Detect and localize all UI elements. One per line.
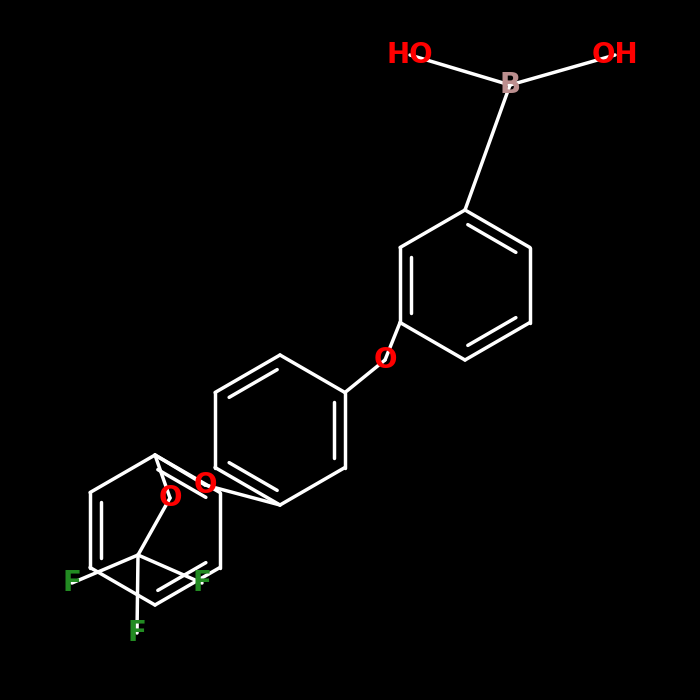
Text: F: F <box>127 619 146 647</box>
Text: B: B <box>499 71 521 99</box>
Text: HO: HO <box>386 41 433 69</box>
Text: O: O <box>158 484 182 512</box>
Text: OH: OH <box>592 41 638 69</box>
Text: O: O <box>373 346 397 374</box>
Text: F: F <box>193 569 211 597</box>
Text: O: O <box>193 471 217 499</box>
Text: F: F <box>62 569 81 597</box>
